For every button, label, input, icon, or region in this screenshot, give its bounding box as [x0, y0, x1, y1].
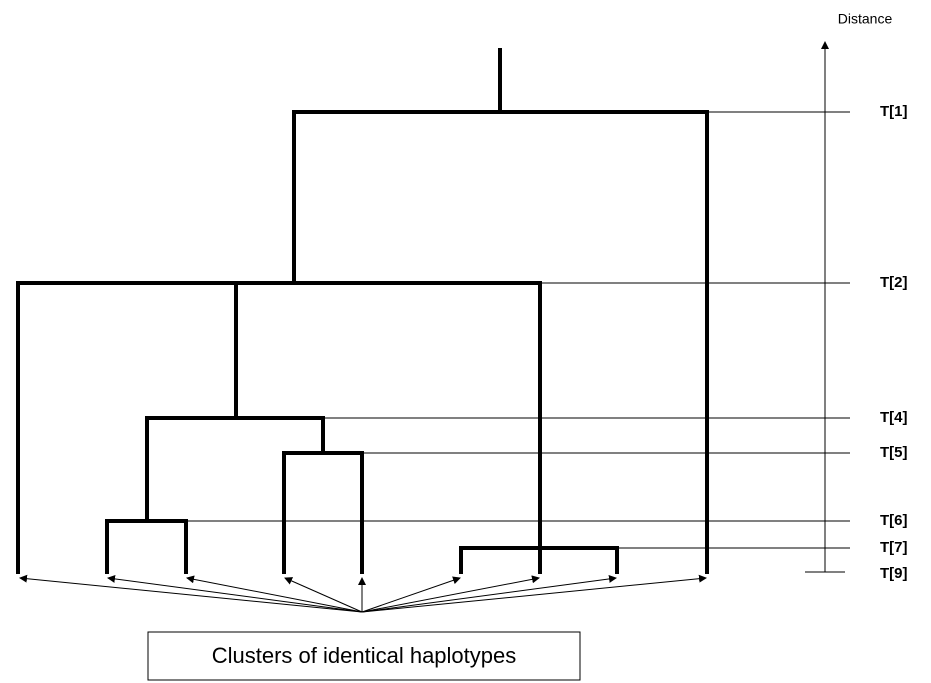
cluster-arrows	[19, 574, 707, 613]
level-label: T[5]	[880, 444, 908, 461]
level-label: T[4]	[880, 409, 908, 426]
level-label: T[9]	[880, 565, 908, 582]
level-label: T[2]	[880, 274, 908, 291]
level-label: T[1]	[880, 103, 908, 120]
caption-box	[147, 631, 581, 681]
level-lines	[186, 111, 850, 573]
caption: Clusters of identical haplotypes	[212, 643, 517, 668]
level-label: T[6]	[880, 512, 908, 529]
axis-label: Distance	[838, 11, 893, 27]
level-label: T[7]	[880, 539, 908, 556]
tree	[16, 48, 709, 574]
